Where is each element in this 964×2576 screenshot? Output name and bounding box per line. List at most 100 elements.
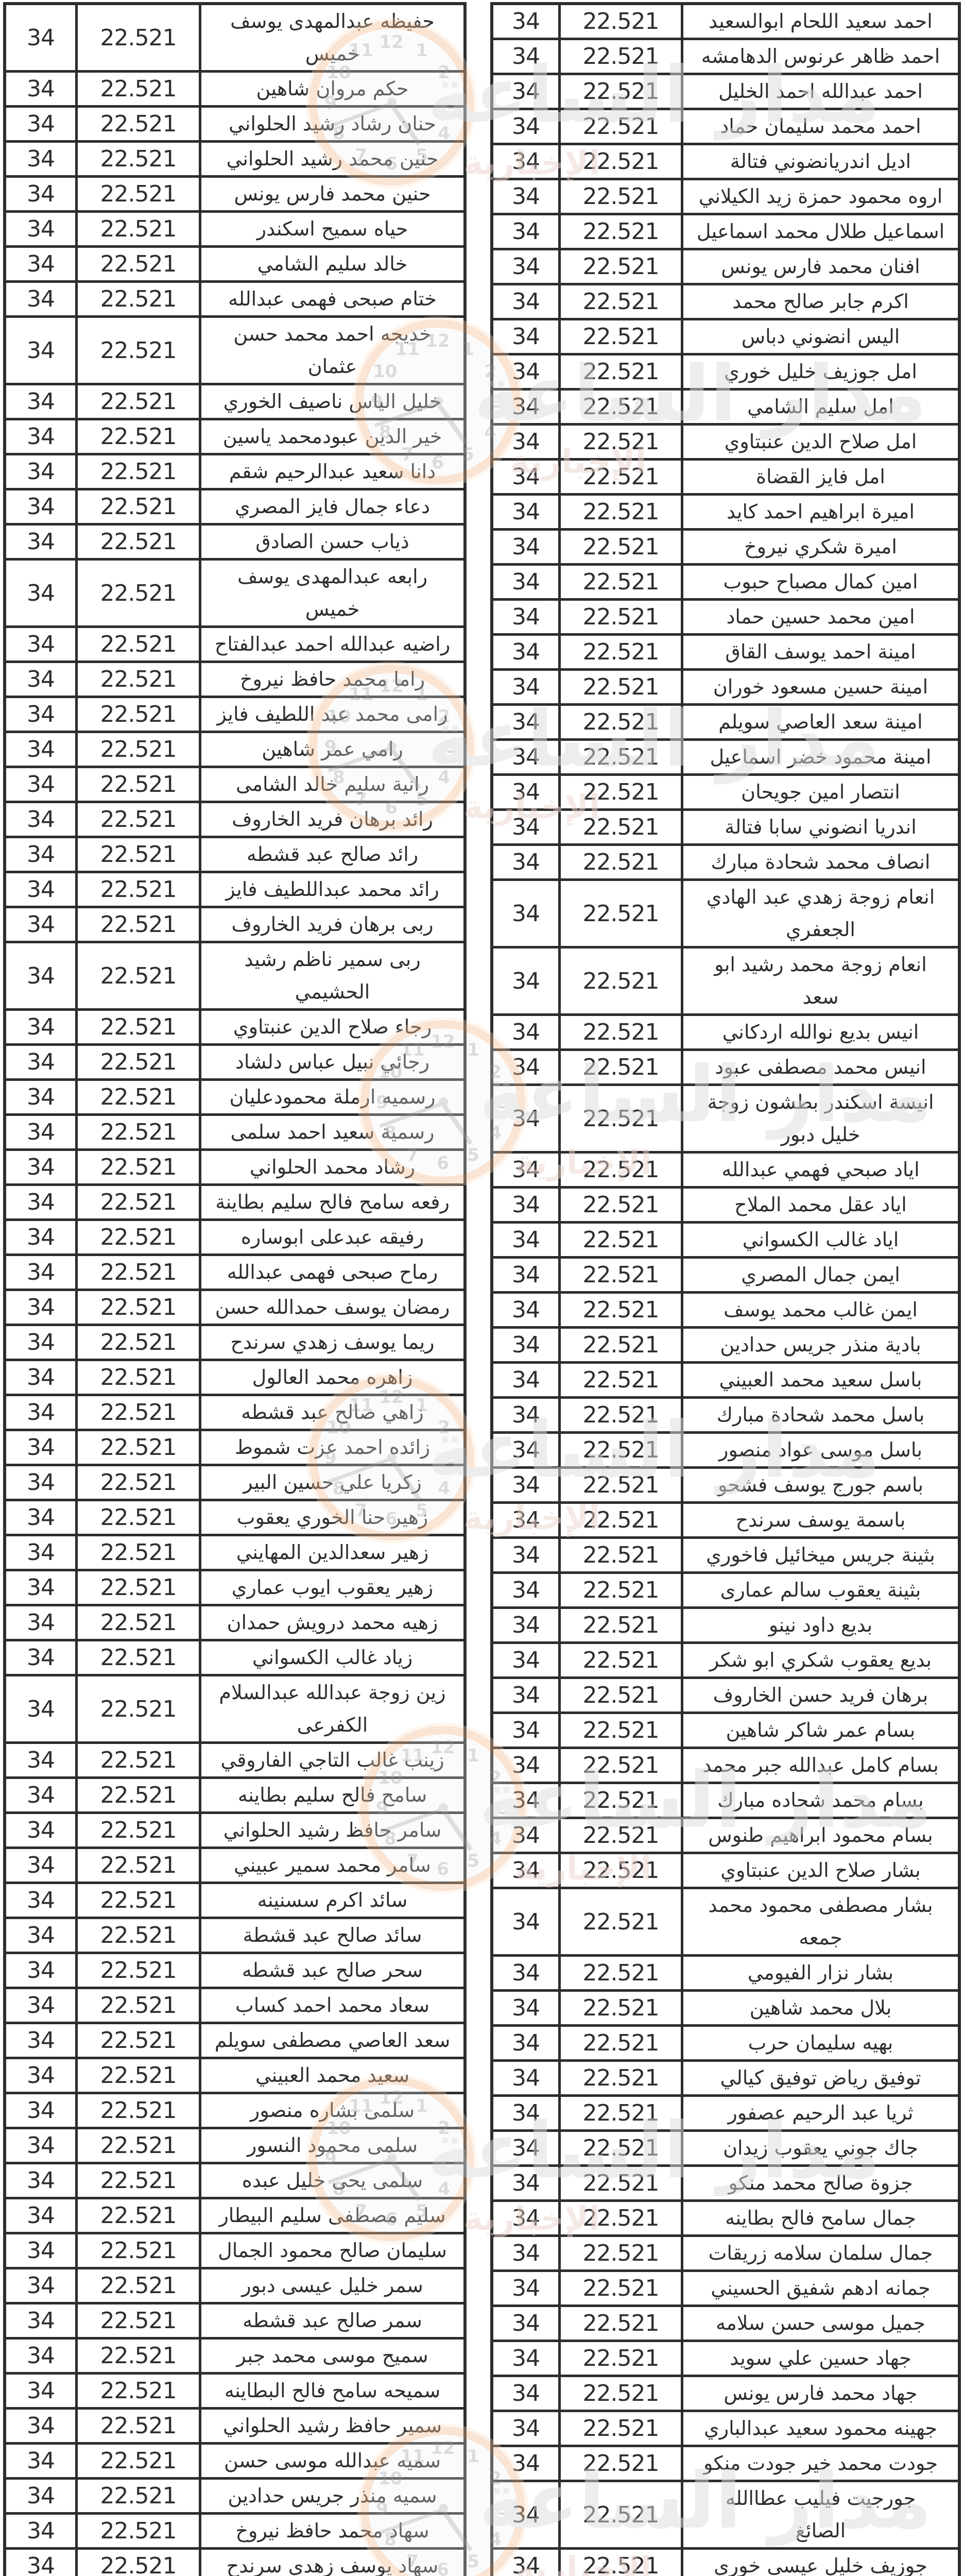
table-row: 34 22.521 جورجيت فيليب عطاالله الصائغ [493, 2482, 958, 2550]
count-cell: 34 [6, 908, 78, 941]
count-cell: 34 [493, 1957, 561, 1989]
score-cell: 22.521 [78, 873, 201, 906]
score-cell: 22.521 [78, 108, 201, 140]
name-cell: اميرة ابراهيم احمد كايد [726, 500, 915, 523]
count-cell: 34 [493, 2342, 561, 2375]
name-cell: ربى سمير ناظم رشيد الحشيمي [244, 948, 421, 1003]
table-row: 34 22.521 سهاد محمد حافظ نيروخ [6, 2515, 463, 2550]
name-cell: سهاد يوسف زهدي سرندح [226, 2554, 439, 2576]
name-cell: اندريا انضوني سابا فتالة [725, 816, 917, 838]
name-cell: بسام عمر شاكر شاهين [726, 1719, 916, 1741]
table-row: 34 22.521 رجائي نبيل عباس دلشاد [6, 1046, 463, 1081]
count-cell: 34 [6, 838, 78, 871]
name-cell: زهير سعدالدين المهايني [236, 1541, 429, 1564]
table-row: 34 22.521 زاهي صالح عبد قشطه [6, 1396, 463, 1431]
score-cell: 22.521 [78, 1186, 201, 1218]
clock-numeral: 1 [467, 2446, 479, 2467]
score-cell: 22.521 [561, 2167, 683, 2199]
score-cell: 22.521 [561, 531, 683, 563]
table-row: 34 22.521 اياد عقل محمد الملاح [493, 1189, 958, 1224]
score-cell: 22.521 [78, 1536, 201, 1569]
table-row: 34 22.521 زهير حنا الخوري يعقوب [6, 1501, 463, 1536]
name-cell: سلمى يحى خليل عبده [242, 2169, 423, 2192]
score-cell: 22.521 [561, 811, 683, 843]
score-cell: 22.521 [78, 248, 201, 280]
count-cell: 34 [493, 1992, 561, 2024]
table-row: 34 22.521 زهير يعقوب ايوب عماري [6, 1571, 463, 1606]
name-cell: جميل موسى حسن سلامه [716, 2312, 925, 2334]
table-row: 34 22.521 خالد سليم الشامي [6, 248, 463, 283]
name-cell: اسماعيل طلال محمد اسماعيل [696, 220, 945, 243]
name-cell: جمال سلمان سلامه زريقات [708, 2242, 933, 2264]
count-cell: 34 [493, 1016, 561, 1048]
table-row: 34 22.521 بديع يعقوب شكري ابو شكر [493, 1644, 958, 1679]
table-row: 34 22.521 حنان رشاد رشيد الحلواني [6, 108, 463, 143]
count-cell: 34 [493, 285, 561, 318]
score-cell: 22.521 [561, 250, 683, 283]
table-row: 34 22.521 امينة سعد العاصي سويلم [493, 706, 958, 741]
name-cell: رجائي نبيل عباس دلشاد [235, 1050, 430, 1073]
count-cell: 34 [493, 2447, 561, 2480]
count-cell: 34 [493, 215, 561, 248]
name-cell: رامي عمر شاهين [262, 738, 403, 760]
score-cell: 22.521 [78, 2234, 201, 2267]
table-row: 34 22.521 جمال سلمان سلامه زريقات [493, 2237, 958, 2272]
score-cell: 22.521 [561, 2307, 683, 2340]
score-cell: 22.521 [78, 178, 201, 210]
score-cell: 22.521 [78, 1466, 201, 1499]
name-cell: اميرة شكري نيروخ [744, 535, 897, 558]
name-cell: راما محمد حافظ نيروخ [239, 668, 425, 690]
table-row: 34 22.521 سلمى يحى خليل عبده [6, 2164, 463, 2199]
name-cell: سميه منذر جريس حدادين [228, 2484, 437, 2507]
score-cell: 22.521 [78, 73, 201, 105]
score-cell: 22.521 [561, 1992, 683, 2024]
table-row: 34 22.521 بسام محمود ابراهيم طنوس [493, 1819, 958, 1854]
score-cell: 22.521 [78, 733, 201, 766]
name-cell: رانية سليم خالد الشامى [236, 773, 429, 795]
name-cell: بثينة جريس ميخائيل فاخوري [706, 1544, 935, 1566]
count-cell: 34 [6, 2164, 78, 2197]
count-cell: 34 [493, 1154, 561, 1186]
table-row: 34 22.521 سلمى بشاره منصور [6, 2094, 463, 2129]
name-cell: زكريا علي حسين البير [243, 1471, 422, 1494]
count-cell: 34 [6, 943, 78, 1008]
score-cell: 22.521 [561, 285, 683, 318]
name-cell: رسمية سعيد احمد سلمى [230, 1121, 435, 1143]
count-cell: 34 [6, 318, 78, 383]
table-row: 34 22.521 سميه عبدالله موسى حسن [6, 2445, 463, 2480]
count-cell: 34 [493, 110, 561, 143]
score-cell: 22.521 [78, 318, 201, 383]
score-cell: 22.521 [561, 1539, 683, 1571]
name-cell: امل صلاح الدين عنبتاوي [724, 430, 917, 453]
count-cell: 34 [493, 1854, 561, 1887]
name-cell: اياد عقل محمد الملاح [734, 1193, 907, 1216]
count-cell: 34 [6, 561, 78, 625]
score-cell: 22.521 [561, 2132, 683, 2164]
count-cell: 34 [493, 636, 561, 668]
count-cell: 34 [6, 1396, 78, 1429]
count-cell: 34 [6, 73, 78, 105]
count-cell: 34 [6, 2199, 78, 2232]
score-cell: 22.521 [561, 2237, 683, 2269]
name-cell: ايمن جمال المصري [741, 1263, 900, 1286]
name-cell: بهيه سليمان حرب [748, 2031, 893, 2054]
table-row: 34 22.521 اميرة ابراهيم احمد كايد [493, 496, 958, 531]
name-cell: سامر محمد سمير عبيني [234, 1854, 431, 1876]
table-row: 34 22.521 زاهره محمد العالول [6, 1361, 463, 1396]
name-cell: بشار نزار الفيومي [747, 1961, 894, 1984]
score-cell: 22.521 [78, 283, 201, 315]
name-cell: بادية منذر جريس حدادين [720, 1333, 921, 1356]
count-cell: 34 [6, 455, 78, 488]
count-cell: 34 [493, 5, 561, 38]
name-cell: جمال سامح فالح بطاينه [725, 2207, 916, 2229]
name-cell: رفيقه عبدعلى ابوساره [240, 1226, 424, 1248]
name-cell: رجاء صلاح الدين عنبتاوي [233, 1015, 432, 1038]
name-cell: انعام زوجة زهدي عبد الهادي الجعفري [706, 886, 935, 941]
table-row: 34 22.521 حفيظه عبدالمهدى يوسف خميس [6, 5, 463, 73]
table-row: 34 22.521 سائد صالح عبد قشطة [6, 1919, 463, 1954]
count-cell: 34 [493, 1434, 561, 1466]
table-row: 34 22.521 جوزيف خليل عيسى خوري [493, 2550, 958, 2576]
score-cell: 22.521 [78, 561, 201, 625]
table-row: 34 22.521 رامي عمر شاهين [6, 733, 463, 768]
name-cell: سامح فالح سليم بطاينه [237, 1784, 427, 1806]
